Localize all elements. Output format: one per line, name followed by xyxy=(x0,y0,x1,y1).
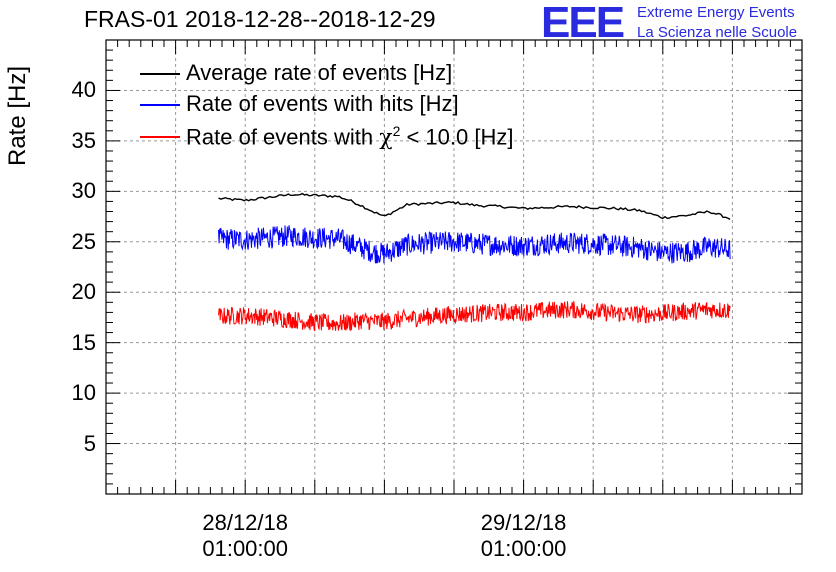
legend-entry-hits: Rate of events with hits [Hz] xyxy=(186,91,459,116)
logo-line-1: Extreme Energy Events xyxy=(637,4,795,21)
x-tick-label: 28/12/18 01:00:00 xyxy=(175,510,315,562)
series-group xyxy=(218,192,731,332)
legend-entry-chi2: Rate of events with χ2 < 10.0 [Hz] xyxy=(186,123,513,150)
series-line-2 xyxy=(218,225,731,264)
y-tick-label: 35 xyxy=(71,127,96,153)
y-tick-label: 20 xyxy=(71,279,96,305)
legend-chi-exponent: 2 xyxy=(392,123,401,139)
legend-chi2-prefix: Rate of events with xyxy=(186,124,380,150)
series-line-3 xyxy=(218,300,731,332)
x-tick-date: 28/12/18 xyxy=(202,510,288,535)
y-tick-label: 15 xyxy=(71,329,96,355)
legend-swatches xyxy=(140,73,180,138)
y-axis-label: Rate [Hz] xyxy=(4,65,31,166)
y-tick-label: 10 xyxy=(71,380,96,406)
x-tick-time: 01:00:00 xyxy=(202,536,288,561)
axis-ticks xyxy=(106,40,802,494)
y-tick-label: 5 xyxy=(83,430,96,456)
series-line-1 xyxy=(218,192,731,221)
logo-line-2: La Scienza nelle Scuole xyxy=(637,24,798,41)
eee-logo: EEE xyxy=(541,0,625,47)
legend-entry-average: Average rate of events [Hz] xyxy=(186,60,453,85)
y-tick-label: 25 xyxy=(71,228,96,254)
x-tick-time: 01:00:00 xyxy=(480,536,567,561)
legend-chi-symbol: χ xyxy=(379,125,393,151)
x-tick-date: 29/12/18 xyxy=(480,510,567,535)
legend-chi2-suffix: < 10.0 [Hz] xyxy=(400,124,514,150)
chart-title: FRAS-01 2018-12-28--2018-12-29 xyxy=(84,6,436,32)
y-tick-label: 30 xyxy=(71,178,96,204)
y-tick-label: 40 xyxy=(71,77,96,103)
x-tick-label: 29/12/18 01:00:00 xyxy=(454,510,594,562)
